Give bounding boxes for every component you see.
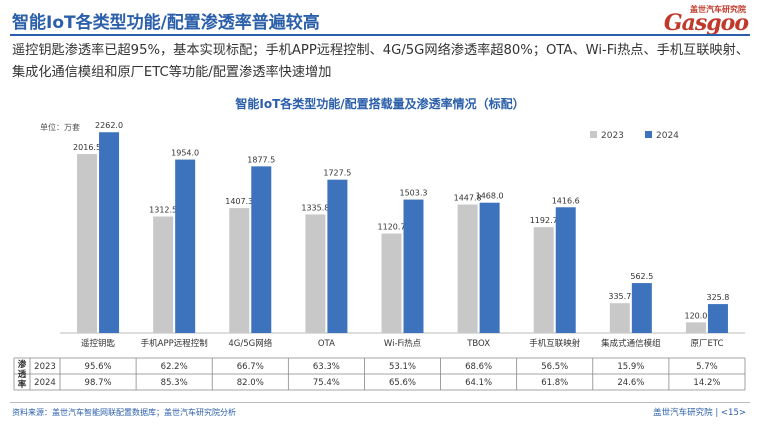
bar-2023-5: [457, 204, 478, 333]
bar-2024-5: [479, 202, 500, 333]
page-number: 盖世汽车研究院 | <15>: [653, 408, 746, 418]
bar-2024-0: [99, 132, 120, 333]
data-label-2023-0: 2016.5: [73, 143, 101, 152]
bar-2023-0: [77, 154, 98, 333]
data-label-2024-4: 1503.3: [400, 189, 428, 198]
data-label-2024-7: 562.5: [630, 272, 653, 281]
bar-2024-3: [327, 179, 348, 333]
category-label-1: 手机APP远程控制: [141, 338, 208, 349]
legend-swatch-2023: [590, 131, 597, 138]
source-note: 资料来源：盖世汽车智能网联配置数据库；盖世汽车研究院分析: [12, 408, 236, 417]
table-cell-2023-6: 56.5%: [541, 362, 568, 372]
table-cell-2023-4: 53.1%: [389, 362, 416, 372]
category-label-2: 4G/5G网络: [228, 338, 272, 349]
table-cell-2023-2: 66.7%: [237, 362, 264, 372]
bar-2023-2: [229, 208, 250, 333]
data-label-2024-6: 1416.6: [552, 196, 580, 205]
gasgoo-logo: 盖世汽车研究院 Gasgoo: [628, 4, 749, 38]
bar-2024-2: [251, 166, 272, 333]
table-cell-2024-8: 14.2%: [693, 378, 720, 388]
title-divider: [10, 34, 750, 36]
data-label-2023-1: 1312.5: [149, 206, 177, 215]
data-label-2023-8: 120.0: [684, 311, 707, 320]
data-label-2024-5: 1468.0: [476, 192, 504, 201]
bar-2023-1: [153, 216, 174, 333]
legend-label-2024: 2024: [656, 131, 679, 141]
logo-en-text: Gasgoo: [663, 10, 749, 36]
data-label-2024-8: 325.8: [706, 293, 729, 302]
data-label-2023-3: 1335.8: [301, 203, 329, 212]
bar-2023-6: [533, 227, 554, 333]
table-cell-2024-6: 61.8%: [541, 378, 568, 388]
legend-swatch-2024: [645, 131, 652, 138]
bar-2023-7: [609, 303, 630, 333]
legend-label-2023: 2023: [601, 131, 624, 141]
chart-title: 智能IoT各类型功能/配置搭载量及渗透率情况（标配）: [235, 97, 525, 111]
data-label-2024-0: 2262.0: [95, 121, 123, 130]
table-cell-2024-0: 98.7%: [85, 378, 112, 388]
table-cell-2023-5: 68.6%: [465, 362, 492, 372]
logo-cn-text: 盖世汽车研究院: [690, 5, 746, 14]
data-label-2023-4: 1120.7: [378, 223, 406, 232]
table-cell-2023-3: 63.3%: [313, 362, 340, 372]
data-label-2023-6: 1192.7: [530, 216, 558, 225]
category-label-5: TBOX: [466, 339, 490, 349]
table-year-2023: 2023: [34, 362, 56, 372]
unit-label: 单位：万套: [40, 122, 80, 132]
bar-2023-4: [381, 233, 402, 333]
table-cell-2024-2: 82.0%: [237, 378, 264, 388]
bar-2024-4: [403, 199, 424, 333]
table-row-header-char-1: 透: [18, 369, 27, 380]
data-label-2023-7: 335.7: [608, 292, 631, 301]
table-cell-2023-8: 5.7%: [696, 362, 718, 372]
data-label-2023-5: 1447.8: [454, 194, 482, 203]
category-label-3: OTA: [318, 339, 335, 349]
category-label-0: 遥控钥匙: [81, 338, 116, 349]
table-cell-2024-4: 65.6%: [389, 378, 416, 388]
data-label-2024-1: 1954.0: [171, 149, 199, 158]
table-cell-2024-3: 75.4%: [313, 378, 340, 388]
page-title: 智能IoT各类型功能/配置渗透率普遍较高: [12, 13, 320, 33]
category-label-6: 手机互联映射: [529, 338, 581, 349]
bar-2024-1: [175, 159, 196, 333]
data-label-2024-2: 1877.5: [247, 155, 275, 164]
table-row-header-char-2: 率: [18, 379, 27, 390]
category-label-8: 原厂ETC: [690, 339, 723, 349]
page-subtitle: 遥控钥匙渗透率已超95%，基本实现标配；手机APP远程控制、4G/5G网络渗透率…: [12, 43, 749, 80]
table-cell-2023-7: 15.9%: [617, 362, 644, 372]
table-cell-2024-7: 24.6%: [617, 378, 644, 388]
bar-2024-6: [555, 207, 576, 333]
bar-2024-7: [631, 283, 652, 333]
data-label-2024-3: 1727.5: [323, 169, 351, 178]
data-label-2023-2: 1407.3: [225, 197, 253, 206]
table-row-header-char-0: 渗: [18, 359, 27, 370]
table-cell-2023-1: 62.2%: [161, 362, 188, 372]
bar-2023-3: [305, 214, 326, 333]
table-cell-2024-1: 85.3%: [161, 378, 188, 388]
table-year-2024: 2024: [34, 378, 56, 388]
category-label-7: 集成式通信模组: [601, 338, 661, 349]
bar-2024-8: [707, 304, 728, 333]
footer-divider: [10, 402, 750, 403]
table-cell-2024-5: 64.1%: [465, 378, 492, 388]
table-cell-2023-0: 95.6%: [85, 362, 112, 372]
category-label-4: Wi-Fi热点: [384, 338, 422, 349]
bar-2023-8: [685, 322, 706, 333]
